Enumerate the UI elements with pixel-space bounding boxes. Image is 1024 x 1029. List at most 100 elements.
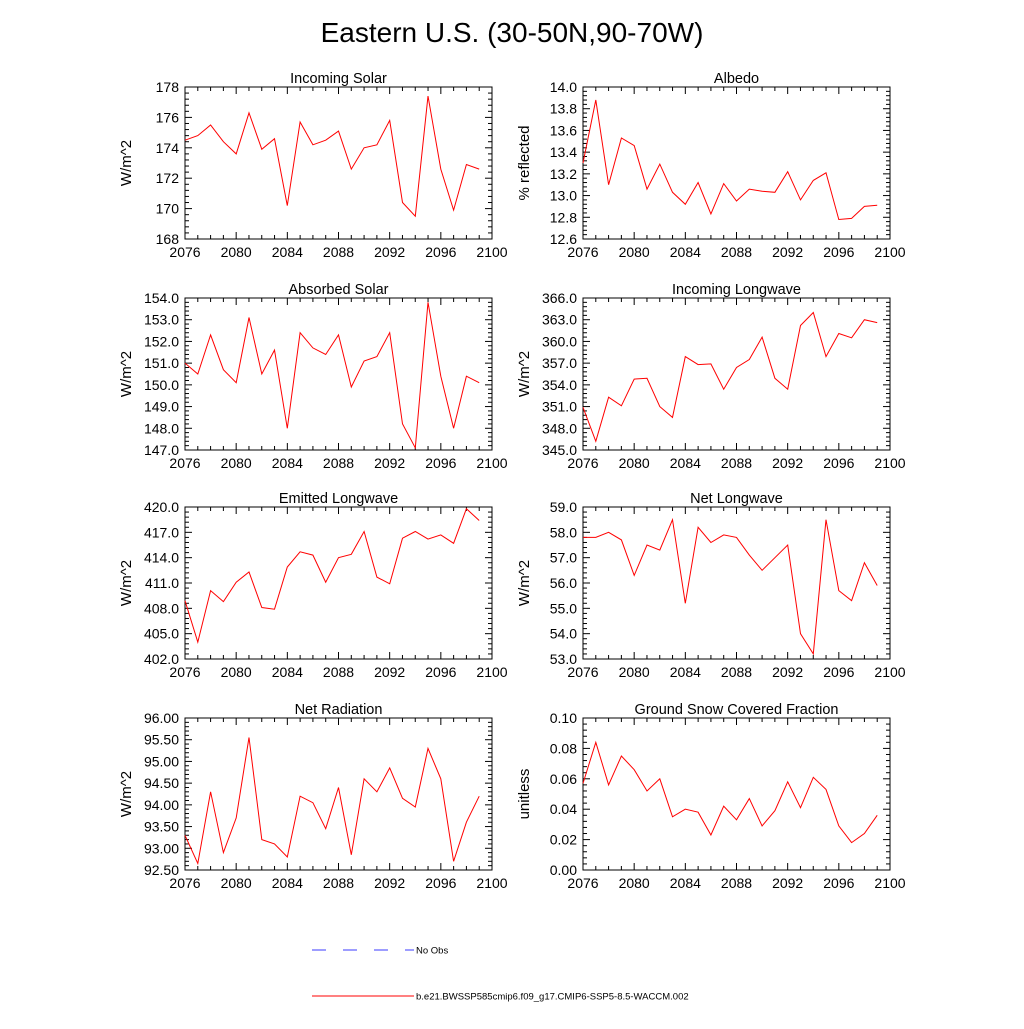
y-tick-label: 95.50 <box>144 732 179 748</box>
x-tick-label: 2092 <box>772 664 803 680</box>
y-tick-label: 94.00 <box>144 797 179 813</box>
x-tick-label: 2092 <box>374 455 405 471</box>
x-tick-label: 2092 <box>772 875 803 891</box>
legend-obs-label: No Obs <box>416 946 448 957</box>
x-tick-label: 2100 <box>476 455 507 471</box>
y-tick-label: 402.0 <box>144 651 179 667</box>
y-tick-label: 0.08 <box>550 740 577 756</box>
plot-frame <box>184 506 493 660</box>
x-tick-label: 2100 <box>874 455 905 471</box>
y-tick-label: 174 <box>156 140 180 156</box>
x-tick-label: 2076 <box>567 875 598 891</box>
x-tick-label: 2084 <box>272 244 303 260</box>
x-tick-label: 2096 <box>425 875 456 891</box>
y-tick-label: 54.0 <box>550 626 577 642</box>
chart-absorbed-solar: Absorbed Solar W/m^2 2076 2080 2084 2088 2092 2… <box>118 282 508 471</box>
x-tick-label: 2080 <box>619 244 650 260</box>
x-tick-label: 2088 <box>721 244 752 260</box>
y-tick-label: 59.0 <box>550 499 577 515</box>
x-tick-label: 2092 <box>374 664 405 680</box>
x-tick-label: 2076 <box>567 664 598 680</box>
x-tick-label: 2100 <box>476 875 507 891</box>
y-tick-label: 93.50 <box>144 819 179 835</box>
y-tick-label: 149.0 <box>144 399 179 415</box>
y-tick-label: 176 <box>156 109 180 125</box>
y-tick-label: 405.0 <box>144 626 179 642</box>
y-tick-label: 53.0 <box>550 651 577 667</box>
y-axis-label: W/m^2 <box>118 351 135 397</box>
x-tick-label: 2092 <box>772 244 803 260</box>
figure-title: Eastern U.S. (30-50N,90-70W) <box>321 17 704 48</box>
x-tick-label: 2096 <box>823 664 854 680</box>
x-tick-label: 2076 <box>169 455 200 471</box>
y-tick-label: 58.0 <box>550 524 577 540</box>
x-tick-label: 2076 <box>169 875 200 891</box>
chart-title: Absorbed Solar <box>289 282 389 298</box>
x-tick-label: 2096 <box>425 455 456 471</box>
series-line <box>582 311 878 443</box>
y-tick-label: 152.0 <box>144 333 179 349</box>
x-tick-label: 2084 <box>670 664 701 680</box>
y-tick-label: 150.0 <box>144 377 179 393</box>
x-tick-label: 2096 <box>425 664 456 680</box>
x-tick-label: 2084 <box>670 244 701 260</box>
y-tick-label: 354.0 <box>542 377 577 393</box>
y-tick-label: 417.0 <box>144 524 179 540</box>
panels: Incoming Solar W/m^2 2076 2080 2084 2088 2092 2… <box>118 71 906 891</box>
x-tick-label: 2076 <box>567 244 598 260</box>
y-tick-label: 0.06 <box>550 771 577 787</box>
x-tick-label: 2088 <box>721 875 752 891</box>
y-tick-label: 148.0 <box>144 420 179 436</box>
x-tick-label: 2088 <box>323 664 354 680</box>
chart-title: Incoming Longwave <box>672 282 801 298</box>
y-tick-label: 408.0 <box>144 600 179 616</box>
y-tick-label: 151.0 <box>144 355 179 371</box>
legend-model-label: b.e21.BWSSP585cmip6.f09_g17.CMIP6-SSP5-8… <box>416 992 689 1003</box>
x-tick-label: 2080 <box>619 664 650 680</box>
chart-net-radiation: Net Radiation W/m^2 2076 2080 2084 2088 2092 20… <box>118 702 508 891</box>
x-tick-label: 2080 <box>221 244 252 260</box>
x-tick-label: 2076 <box>567 455 598 471</box>
chart-emitted-longwave: Emitted Longwave W/m^2 2076 2080 2084 2088 209… <box>118 491 508 680</box>
chart-title: Albedo <box>714 71 759 87</box>
x-tick-label: 2084 <box>670 875 701 891</box>
x-tick-label: 2096 <box>823 244 854 260</box>
y-axis-label: % reflected <box>516 125 533 200</box>
x-tick-label: 2096 <box>425 244 456 260</box>
x-tick-label: 2100 <box>874 664 905 680</box>
y-tick-label: 168 <box>156 231 180 247</box>
y-tick-label: 95.00 <box>144 753 179 769</box>
x-tick-label: 2100 <box>874 244 905 260</box>
y-tick-label: 172 <box>156 170 180 186</box>
plot-frame <box>582 506 891 660</box>
x-tick-label: 2088 <box>323 875 354 891</box>
y-axis-label: W/m^2 <box>118 771 135 817</box>
y-tick-label: 147.0 <box>144 442 179 458</box>
chart-net-longwave: Net Longwave W/m^2 2076 2080 2084 2088 2092 209… <box>516 491 906 680</box>
y-tick-label: 345.0 <box>542 442 577 458</box>
x-tick-label: 2080 <box>619 455 650 471</box>
plot-frame <box>582 86 891 240</box>
plot-frame <box>184 297 493 451</box>
y-tick-label: 0.00 <box>550 862 577 878</box>
y-tick-label: 94.50 <box>144 775 179 791</box>
y-axis-label: W/m^2 <box>516 560 533 606</box>
y-tick-label: 153.0 <box>144 312 179 328</box>
x-tick-label: 2084 <box>670 455 701 471</box>
y-tick-label: 13.8 <box>550 101 577 117</box>
plot-frame <box>184 86 493 240</box>
y-axis-label: W/m^2 <box>118 140 135 186</box>
y-tick-label: 0.04 <box>550 801 577 817</box>
y-tick-label: 13.4 <box>550 144 577 160</box>
plot-frame <box>184 717 493 871</box>
y-tick-label: 154.0 <box>144 290 179 306</box>
x-tick-label: 2092 <box>772 455 803 471</box>
x-tick-label: 2080 <box>221 455 252 471</box>
chart-albedo: Albedo % reflected 2076 2080 2084 2088 2092 209… <box>516 71 906 260</box>
series-line <box>184 302 480 450</box>
chart-title: Incoming Solar <box>290 71 387 87</box>
series-line <box>184 96 480 218</box>
x-tick-label: 2080 <box>221 875 252 891</box>
y-tick-label: 13.6 <box>550 122 577 138</box>
chart-title: Emitted Longwave <box>279 491 398 507</box>
